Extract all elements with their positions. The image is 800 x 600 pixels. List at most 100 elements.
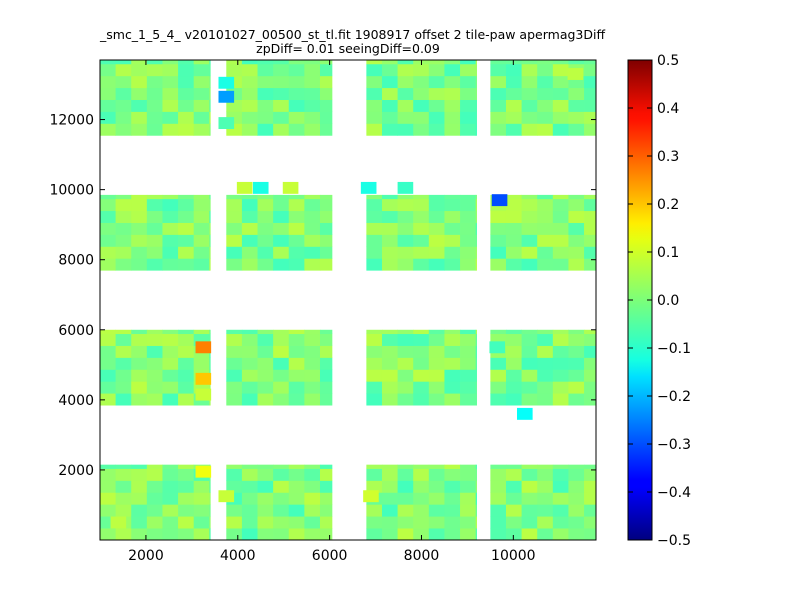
heatmap-cell (552, 246, 569, 259)
heatmap-cell (537, 210, 554, 223)
heatmap-cell (288, 468, 305, 481)
heatmap-cell (428, 393, 445, 406)
heatmap-cell (146, 333, 163, 346)
heatmap-cell (241, 468, 258, 481)
heatmap-cell (273, 194, 290, 200)
heatmap-cell (413, 123, 430, 136)
heatmap-cell (381, 210, 398, 223)
heatmap-cell (584, 87, 596, 100)
heatmap-cell (475, 246, 477, 259)
heatmap-cell (241, 222, 258, 235)
heatmap-cell (537, 87, 554, 100)
heatmap-cell (366, 357, 383, 370)
heatmap-cell (444, 123, 461, 136)
heatmap-cell (584, 194, 596, 200)
heatmap-cell (505, 480, 522, 493)
heatmap-cell (241, 234, 258, 247)
heatmap-cell (131, 75, 148, 89)
heatmap-outlier-cell (363, 490, 379, 503)
heatmap-cell (273, 63, 290, 77)
heatmap-cell (475, 63, 477, 77)
heatmap-cell (584, 492, 596, 505)
heatmap-cell (241, 345, 258, 358)
heatmap-cell (537, 194, 554, 200)
heatmap-cell (521, 75, 538, 89)
heatmap-outlier-cell (218, 90, 235, 103)
heatmap-cell (241, 381, 258, 394)
heatmap-cell (193, 357, 210, 370)
heatmap-cell (537, 60, 554, 65)
heatmap-cell (552, 369, 569, 382)
heatmap-cell (319, 468, 333, 481)
heatmap-cell (241, 99, 258, 112)
heatmap-cell (552, 329, 569, 335)
heatmap-cell (304, 198, 321, 212)
heatmap-cell (131, 393, 148, 406)
heatmap-cell (146, 246, 163, 259)
heatmap-cell (178, 60, 195, 65)
heatmap-cell (552, 210, 569, 223)
heatmap-cell (178, 246, 195, 259)
heatmap-cell (226, 333, 243, 346)
heatmap-cell (505, 198, 522, 212)
heatmap-cell (460, 111, 477, 124)
heatmap-cell (475, 468, 477, 481)
heatmap-cell (460, 381, 477, 394)
heatmap-cell (288, 258, 305, 271)
heatmap-cell (366, 60, 383, 65)
heatmap-cell (552, 333, 569, 346)
heatmap-cell (505, 63, 522, 77)
heatmap-cell (209, 75, 211, 89)
heatmap-cell (288, 234, 305, 247)
heatmap-cell (273, 528, 290, 540)
heatmap-cell (552, 111, 569, 124)
heatmap-cell (100, 234, 117, 247)
heatmap-cell (146, 210, 163, 223)
heatmap-cell (241, 210, 258, 223)
heatmap-cell (413, 234, 430, 247)
heatmap-cell (460, 75, 477, 89)
heatmap-cell (521, 333, 538, 346)
heatmap-cell (366, 194, 383, 200)
heatmap-cell (209, 492, 211, 505)
colorbar-tick-label: 0.3 (657, 149, 679, 165)
heatmap-cell (444, 329, 461, 335)
heatmap-cell (131, 246, 148, 259)
heatmap-cell (162, 222, 179, 235)
heatmap-cell (131, 329, 148, 335)
heatmap-cell (568, 246, 585, 259)
heatmap-cell (178, 75, 195, 89)
heatmap-cell (397, 480, 414, 493)
heatmap-cell (304, 75, 321, 89)
heatmap-cell (304, 246, 321, 259)
heatmap-cell (505, 333, 522, 346)
heatmap-cell (162, 63, 179, 77)
heatmap-cell (193, 329, 210, 335)
heatmap-cell (537, 329, 554, 335)
heatmap-cell (460, 246, 477, 259)
heatmap-cell (505, 369, 522, 382)
heatmap-cell (257, 393, 274, 406)
heatmap-cell (460, 464, 477, 469)
heatmap-cell (584, 210, 596, 223)
heatmap-cell (319, 381, 333, 394)
heatmap-cell (397, 492, 414, 505)
heatmap-cell (241, 246, 258, 259)
heatmap-cell (131, 222, 148, 235)
heatmap-cell (537, 381, 554, 394)
heatmap-cell (537, 99, 554, 112)
heatmap-cell (521, 87, 538, 100)
heatmap-cell (444, 492, 461, 505)
heatmap-cell (100, 75, 117, 89)
heatmap-cell (100, 210, 117, 223)
heatmap-cell (257, 528, 274, 540)
heatmap-cell (568, 516, 585, 529)
heatmap-cell (444, 528, 461, 540)
heatmap-cell (241, 357, 258, 370)
heatmap-cell (397, 75, 414, 89)
heatmap-cell (304, 194, 321, 200)
y-tick-label: 2000 (58, 463, 94, 479)
heatmap-cell (552, 393, 569, 406)
heatmap-cell (241, 75, 258, 89)
heatmap-cell (178, 381, 195, 394)
